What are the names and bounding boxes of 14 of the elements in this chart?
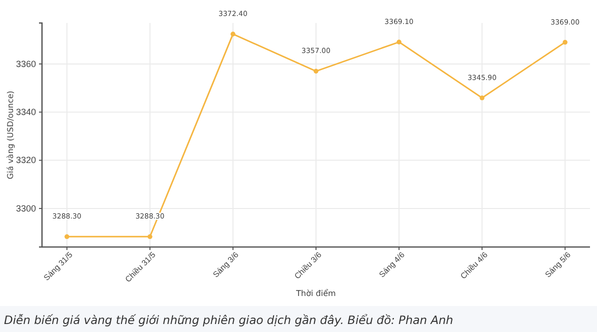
point: [314, 68, 318, 74]
y-tick-label: 3340: [16, 107, 36, 117]
point: [396, 40, 402, 44]
point: [64, 234, 70, 240]
y-axis-title: Giá vàng (USD/ounce): [6, 90, 15, 180]
point: [230, 32, 236, 36]
point: [562, 40, 568, 45]
text: Diễn biến giá vàng thế giới những phiên giao dịch gần đây. Biểu đồ: Phan Anh: [4, 313, 454, 327]
y-tick-label: 3320: [16, 155, 36, 166]
point: [480, 96, 484, 100]
y-tick-label: 3300: [16, 203, 36, 214]
y-tick-label: 3360: [16, 58, 36, 69]
x-axis-title: Thời điểm: [295, 289, 336, 298]
point: [148, 234, 152, 240]
